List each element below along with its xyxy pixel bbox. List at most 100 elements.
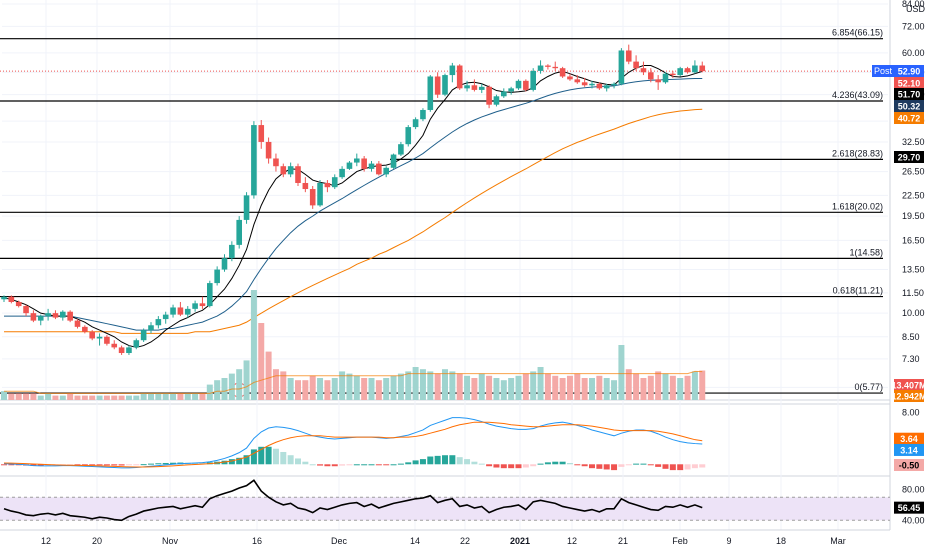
candle[interactable] xyxy=(655,79,661,83)
candle[interactable] xyxy=(346,162,353,169)
candle[interactable] xyxy=(324,182,331,188)
candle[interactable] xyxy=(74,320,81,327)
candle[interactable] xyxy=(339,168,345,178)
candle[interactable] xyxy=(552,66,559,69)
macd-pane[interactable] xyxy=(1,417,706,471)
candle[interactable] xyxy=(486,86,492,105)
candle[interactable] xyxy=(508,88,514,92)
candle[interactable] xyxy=(523,80,529,90)
candle[interactable] xyxy=(236,219,242,245)
candle[interactable] xyxy=(8,296,15,302)
candle[interactable] xyxy=(133,340,140,348)
candle[interactable] xyxy=(589,83,595,86)
candle[interactable] xyxy=(258,125,265,142)
candle[interactable] xyxy=(23,306,29,314)
candle[interactable] xyxy=(361,158,367,169)
candle[interactable] xyxy=(52,313,59,318)
price-axis[interactable]: USD 84.0072.0060.0052.5045.0037.5032.502… xyxy=(872,0,927,525)
candle[interactable] xyxy=(243,195,250,220)
candle[interactable] xyxy=(618,50,625,84)
candle[interactable] xyxy=(214,269,220,284)
candle[interactable] xyxy=(82,326,88,332)
ma-mid-line[interactable] xyxy=(4,77,703,331)
candle[interactable] xyxy=(1,296,7,300)
candle[interactable] xyxy=(420,109,426,120)
time-axis[interactable]: 12 20 Nov 16 Dec 14 22 2021 12 21 Feb 9 18 Mar xyxy=(0,529,890,546)
candle[interactable] xyxy=(104,336,110,344)
candle[interactable] xyxy=(559,68,566,77)
candle[interactable] xyxy=(567,76,573,80)
candle[interactable] xyxy=(251,125,257,196)
candle[interactable] xyxy=(287,166,294,175)
candle[interactable] xyxy=(126,347,132,354)
candle[interactable] xyxy=(60,311,66,318)
candle[interactable] xyxy=(37,316,44,321)
candle[interactable] xyxy=(625,50,632,62)
candle[interactable] xyxy=(273,158,279,167)
candle[interactable] xyxy=(530,70,536,90)
candle[interactable] xyxy=(15,301,22,307)
candle[interactable] xyxy=(30,313,37,321)
price-pane[interactable]: 6.854(66.15) 4.236(43.09) 2.618(28.83) 1.61… xyxy=(0,28,890,398)
candle[interactable] xyxy=(434,76,441,95)
candle[interactable] xyxy=(390,154,397,168)
candle[interactable] xyxy=(670,73,676,76)
candle[interactable] xyxy=(140,330,147,341)
ma-fast-line[interactable] xyxy=(3,65,703,348)
candle[interactable] xyxy=(184,308,191,315)
candle[interactable] xyxy=(162,314,169,320)
candle[interactable] xyxy=(354,158,360,163)
candle[interactable] xyxy=(398,144,404,155)
candle[interactable] xyxy=(207,283,213,307)
candle[interactable] xyxy=(111,343,118,348)
candle[interactable] xyxy=(442,75,448,95)
candle[interactable] xyxy=(684,68,691,73)
candle[interactable] xyxy=(699,65,706,72)
candle[interactable] xyxy=(376,163,382,175)
candle[interactable] xyxy=(478,86,485,90)
candle[interactable] xyxy=(633,61,639,69)
candle[interactable] xyxy=(501,91,507,97)
rsi-pane[interactable] xyxy=(0,479,890,522)
candle[interactable] xyxy=(574,79,581,83)
candle[interactable] xyxy=(640,68,647,73)
candle[interactable] xyxy=(427,76,434,110)
candle[interactable] xyxy=(493,96,500,105)
candle[interactable] xyxy=(302,182,309,190)
candle[interactable] xyxy=(545,65,551,67)
candle[interactable] xyxy=(192,303,198,309)
candle[interactable] xyxy=(221,258,228,270)
candle[interactable] xyxy=(648,72,654,80)
candle[interactable] xyxy=(177,307,184,315)
candle[interactable] xyxy=(170,307,176,315)
candle[interactable] xyxy=(118,347,125,354)
candle[interactable] xyxy=(67,311,73,321)
candle[interactable] xyxy=(603,85,610,89)
ma-slow-line[interactable] xyxy=(4,108,703,334)
candle[interactable] xyxy=(692,65,698,73)
candle[interactable] xyxy=(331,177,338,188)
candle[interactable] xyxy=(229,244,235,259)
candle[interactable] xyxy=(265,141,272,159)
candle[interactable] xyxy=(471,85,478,90)
candle[interactable] xyxy=(148,325,154,331)
candle[interactable] xyxy=(280,166,287,175)
candle[interactable] xyxy=(412,119,419,128)
candle[interactable] xyxy=(317,182,323,206)
candle[interactable] xyxy=(456,65,463,89)
candle[interactable] xyxy=(45,313,51,317)
rsi-line[interactable] xyxy=(3,479,703,522)
candle[interactable] xyxy=(368,163,375,169)
candle[interactable] xyxy=(464,85,470,89)
candle[interactable] xyxy=(596,83,603,89)
candle[interactable] xyxy=(515,80,522,89)
macd-line[interactable] xyxy=(3,417,703,469)
candle[interactable] xyxy=(662,73,669,83)
candle[interactable] xyxy=(581,82,588,86)
candle[interactable] xyxy=(155,319,162,326)
candle[interactable] xyxy=(199,303,206,307)
candle[interactable] xyxy=(96,336,103,339)
candle[interactable] xyxy=(677,68,683,76)
macd-signal-line[interactable] xyxy=(3,421,703,468)
